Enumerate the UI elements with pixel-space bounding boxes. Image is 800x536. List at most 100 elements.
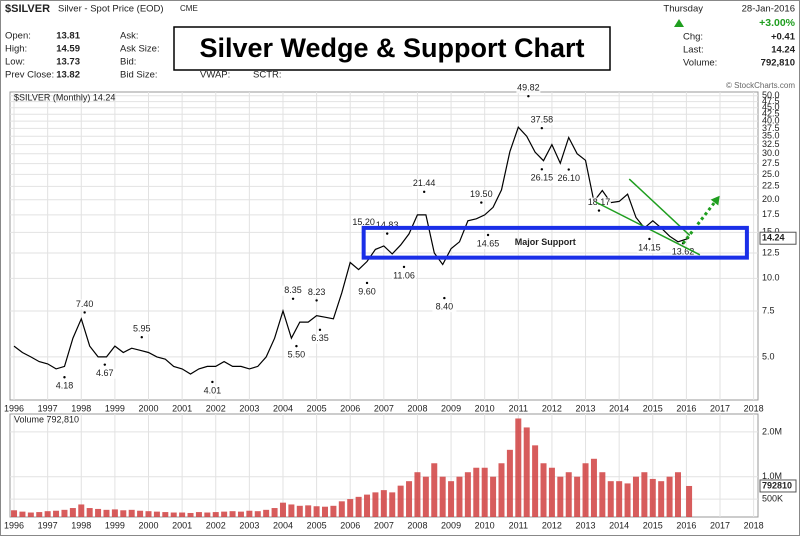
- volume-bar: [338, 501, 345, 517]
- x-tick-label: 2005: [307, 520, 327, 530]
- annotation-bg: [200, 385, 225, 396]
- volume-bar: [456, 476, 463, 517]
- annotation: 4.18: [56, 381, 74, 391]
- x-tick-label: 1999: [105, 403, 125, 413]
- annotation-point: [480, 201, 483, 204]
- volume-bar: [448, 481, 455, 517]
- annotation-bg: [529, 115, 554, 126]
- x-tick-label: 2016: [676, 403, 696, 413]
- annotation-point: [103, 363, 107, 366]
- annotation: 5.95: [133, 324, 151, 334]
- volume-bar: [170, 512, 177, 517]
- volume-bar: [473, 467, 480, 517]
- last-value-box: [759, 479, 797, 493]
- x-tick-label: 1997: [38, 403, 58, 413]
- quote-label: High:: [5, 44, 27, 55]
- quote-label: Prev Close:: [5, 70, 54, 81]
- volume-bar: [305, 505, 312, 517]
- headline-box: [173, 26, 611, 71]
- y-tick-label: 40.0: [762, 115, 780, 125]
- annotation-bg: [671, 247, 696, 258]
- arrow-head: [710, 195, 720, 206]
- y-tick-label: 12.5: [762, 247, 780, 257]
- volume-bar: [221, 511, 228, 517]
- volume-bar: [490, 476, 497, 517]
- volume-bar: [498, 463, 505, 517]
- volume-bar: [212, 512, 219, 517]
- x-tick-label: 2002: [206, 520, 226, 530]
- x-tick-label: 2013: [576, 520, 596, 530]
- volume-bar: [548, 467, 555, 517]
- volume-bar: [19, 511, 26, 517]
- x-tick-label: 2014: [609, 403, 629, 413]
- y-tick-label: 37.5: [762, 123, 780, 133]
- annotation-point: [402, 265, 406, 269]
- volume-bar: [397, 485, 404, 517]
- x-tick-label: 1996: [4, 520, 24, 530]
- annotation-bg: [72, 299, 97, 310]
- annotation: 11.06: [393, 270, 415, 280]
- price-line: [13, 126, 690, 375]
- volume-bar: [649, 478, 656, 517]
- last-value: 14.24: [762, 233, 785, 243]
- volume-bar: [103, 509, 110, 517]
- volume-bar: [515, 418, 522, 517]
- volume-bar: [296, 505, 303, 517]
- volume-bar: [616, 481, 623, 517]
- annotation-bg: [307, 333, 332, 344]
- annotation: 5.50: [288, 349, 306, 359]
- quote-label: Low:: [5, 57, 25, 68]
- last-value: 792810: [762, 480, 792, 490]
- annotation-bg: [432, 302, 457, 313]
- volume-bar: [279, 502, 286, 517]
- quote-value: 13.82: [56, 70, 80, 81]
- volume-bar: [187, 512, 194, 517]
- annotation-bg: [355, 286, 380, 297]
- annotation-bg: [469, 189, 494, 200]
- x-tick-label: 2007: [374, 403, 394, 413]
- annotation: 13.62: [672, 247, 695, 257]
- annotation: 4.67: [96, 368, 114, 378]
- annotation: 49.82: [517, 83, 540, 93]
- annotation-point: [291, 297, 295, 300]
- volume-bar: [95, 508, 102, 517]
- annotation: 8.35: [284, 285, 302, 295]
- annotation-point: [365, 281, 369, 285]
- volume-bar: [666, 476, 673, 517]
- panel-legend: $SILVER (Monthly) 14.24: [14, 92, 115, 102]
- x-tick-label: 2011: [509, 520, 528, 530]
- volume-bar: [422, 476, 429, 517]
- y-tick-label: 50.0: [762, 90, 780, 100]
- chg: +0.41: [771, 32, 796, 43]
- x-tick-label: 2017: [710, 520, 730, 530]
- annotation: 19.50: [470, 189, 493, 199]
- volume-panel: 1996 1997 1998 1999 2000 2001 2002 2003 2004 2005…: [4, 413, 797, 530]
- volume-bar: [540, 463, 547, 517]
- x-tick-label: 2018: [744, 520, 764, 530]
- quote-value: 13.73: [56, 57, 80, 68]
- y-tick-label: 10.0: [762, 273, 780, 283]
- y-tick-label: 2.0M: [762, 426, 782, 436]
- annotation-point: [140, 335, 143, 339]
- volume-bar: [53, 510, 60, 517]
- x-tick-label: 2017: [710, 403, 730, 413]
- annotation-point: [318, 328, 322, 332]
- volume-bar: [590, 458, 597, 517]
- y-tick-label: 17.5: [762, 209, 780, 219]
- quote-mid-label: Ask Size:: [120, 44, 160, 55]
- annotation: 6.35: [311, 333, 329, 343]
- volume-bar: [464, 472, 471, 517]
- change-pct: +3.00%: [759, 17, 796, 29]
- x-tick-label: 2008: [407, 403, 427, 413]
- x-tick-label: 2004: [273, 520, 293, 530]
- last: 14.24: [771, 45, 795, 56]
- quote-mid-label: Ask:: [120, 31, 138, 42]
- y-tick-label: 32.5: [762, 139, 780, 149]
- x-tick-label: 1999: [105, 520, 125, 530]
- volume-bar: [204, 512, 211, 517]
- volume-bar: [389, 492, 396, 517]
- volume-bar: [128, 509, 135, 517]
- annotation-bg: [281, 285, 306, 296]
- annotation-bg: [351, 217, 376, 228]
- volume-label: Volume:: [683, 58, 717, 69]
